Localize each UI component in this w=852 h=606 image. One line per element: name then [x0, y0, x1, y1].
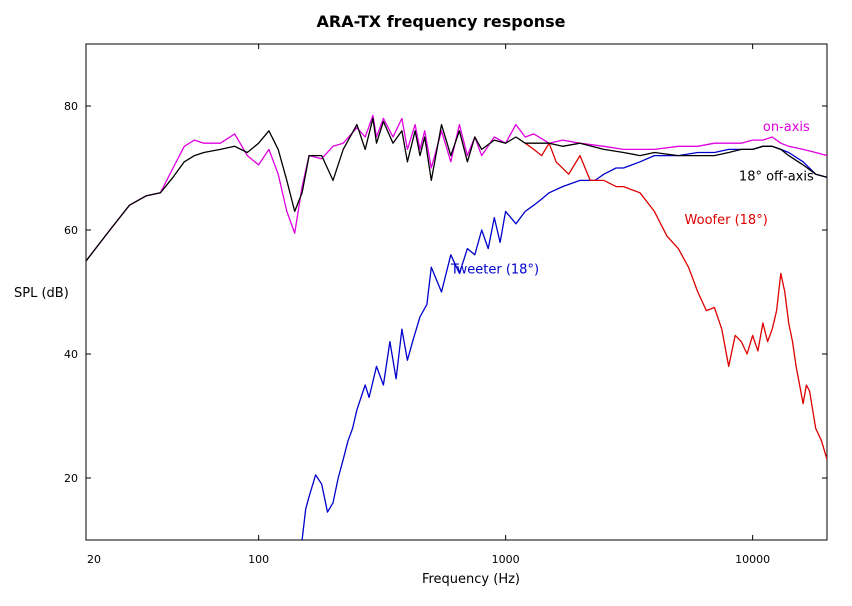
series-line-on-axis [86, 114, 827, 262]
chart-title: ARA-TX frequency response [317, 12, 566, 31]
series-line-woofer-18- [524, 142, 827, 460]
x-tick-label: 20 [87, 553, 101, 566]
series-line-18-off-axis [86, 117, 827, 262]
y-tick-label: 20 [64, 472, 78, 485]
series-label: 18° off-axis [739, 169, 814, 184]
x-tick-label: 100 [248, 553, 269, 566]
x-tick-label: 1000 [492, 553, 520, 566]
x-axis-label: Frequency (Hz) [422, 572, 520, 587]
series-label: Tweeter (18°) [450, 262, 539, 277]
y-tick-label: 40 [64, 348, 78, 361]
y-tick-label: 60 [64, 224, 78, 237]
y-axis-label: SPL (dB) [14, 286, 69, 301]
x-tick-label: 10000 [735, 553, 770, 566]
series-label: on-axis [763, 120, 810, 135]
series-line-tweeter-18- [301, 145, 827, 540]
plot-frame [85, 43, 828, 541]
series-label: Woofer (18°) [685, 213, 768, 228]
y-tick-label: 80 [64, 100, 78, 113]
